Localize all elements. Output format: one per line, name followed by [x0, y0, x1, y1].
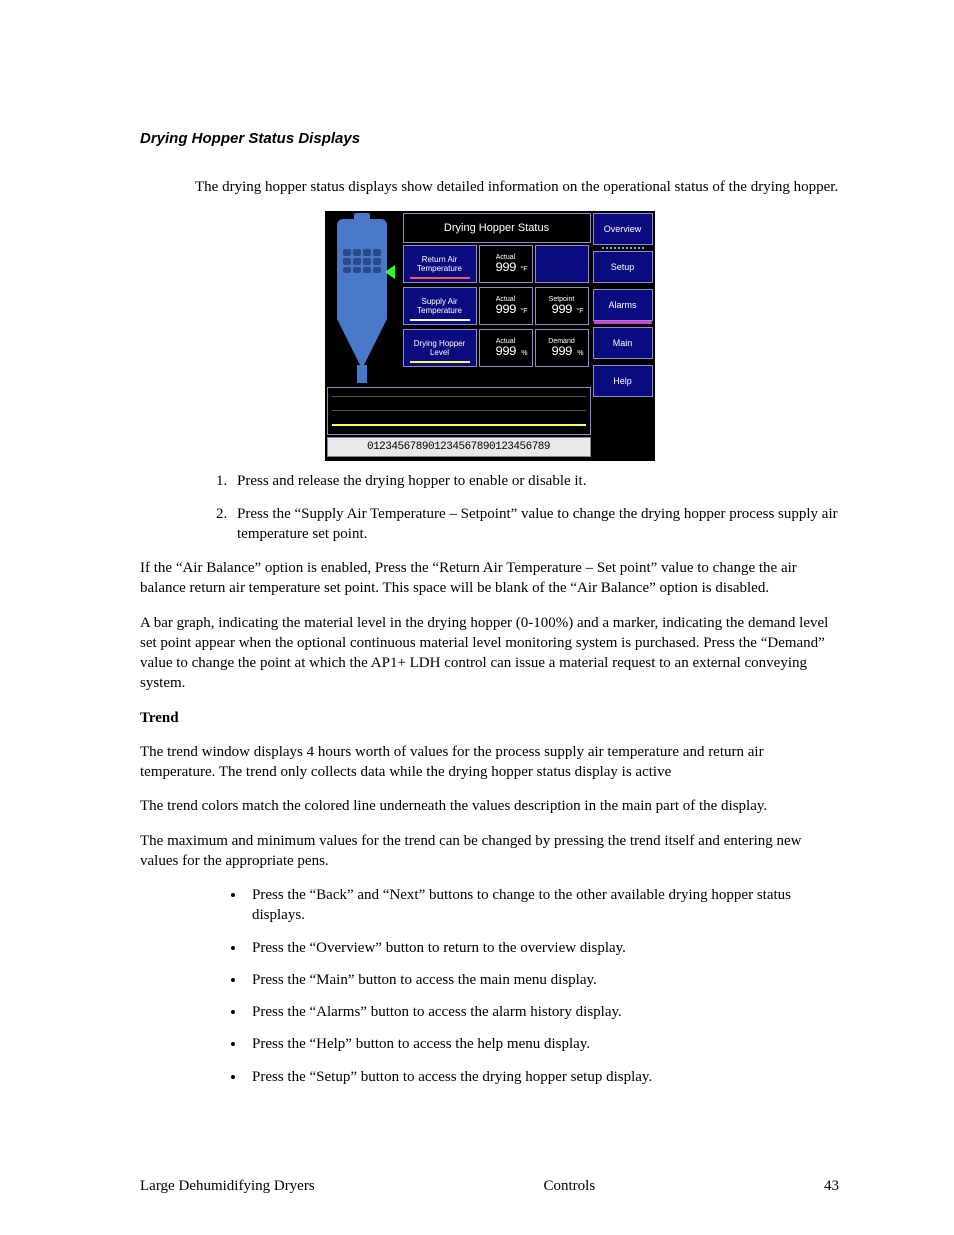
label-level: Drying Hopper Level — [403, 329, 477, 367]
main-button[interactable]: Main — [593, 327, 653, 359]
hmi-value-rows: Return Air Temperature Actual 999 °F Sup… — [403, 245, 589, 371]
hmi-row-level: Drying Hopper Level Actual 999 % Demand … — [403, 329, 589, 367]
level-demand[interactable]: Demand 999 % — [535, 329, 589, 367]
supply-air-setpoint[interactable]: Setpoint 999 °F — [535, 287, 589, 325]
setup-button[interactable]: Setup — [593, 251, 653, 283]
footer-right: 43 — [824, 1178, 839, 1195]
hmi-title: Drying Hopper Status — [403, 213, 591, 243]
hmi-screen: Drying Hopper Status Return Air Temperat… — [325, 211, 655, 461]
hmi-row-supply-air: Supply Air Temperature Actual 999 °F Set… — [403, 287, 589, 325]
list-item: Press and release the drying hopper to e… — [231, 471, 839, 491]
help-button[interactable]: Help — [593, 365, 653, 397]
list-item: Press the “Help” button to access the he… — [246, 1034, 839, 1054]
marker-icon — [385, 265, 395, 279]
list-item: Press the “Alarms” button to access the … — [246, 1002, 839, 1022]
return-air-actual[interactable]: Actual 999 °F — [479, 245, 533, 283]
nav-column: Overview Setup Alarms Main Help — [593, 213, 653, 397]
paragraph: The trend window displays 4 hours worth … — [140, 742, 839, 783]
footer-left: Large Dehumidifying Dryers — [140, 1178, 315, 1195]
alarms-button[interactable]: Alarms — [593, 289, 653, 321]
list-item: Press the “Back” and “Next” buttons to c… — [246, 885, 839, 926]
footer-center: Controls — [544, 1178, 596, 1195]
list-item: Press the “Supply Air Temperature – Setp… — [231, 504, 839, 545]
label-supply-air: Supply Air Temperature — [403, 287, 477, 325]
hopper-graphic[interactable] — [325, 211, 401, 391]
paragraph: The trend colors match the colored line … — [140, 796, 839, 816]
hmi-figure: Drying Hopper Status Return Air Temperat… — [140, 211, 839, 461]
trend-heading: Trend — [140, 708, 839, 728]
overview-button[interactable]: Overview — [593, 213, 653, 245]
list-item: Press the “Main” button to access the ma… — [246, 970, 839, 990]
hmi-row-return-air: Return Air Temperature Actual 999 °F — [403, 245, 589, 283]
numbered-list: Press and release the drying hopper to e… — [195, 471, 839, 544]
list-item: Press the “Setup” button to access the d… — [246, 1067, 839, 1087]
trend-time-scale: 012345678901234567890123456789 — [327, 437, 591, 457]
section-heading: Drying Hopper Status Displays — [140, 130, 839, 147]
intro-paragraph: The drying hopper status displays show d… — [195, 177, 839, 197]
page-footer: Large Dehumidifying Dryers Controls 43 — [140, 1178, 839, 1195]
paragraph: The maximum and minimum values for the t… — [140, 831, 839, 872]
list-item: Press the “Overview” button to return to… — [246, 938, 839, 958]
paragraph: If the “Air Balance” option is enabled, … — [140, 558, 839, 599]
bullet-list: Press the “Back” and “Next” buttons to c… — [210, 885, 839, 1087]
return-air-setpoint-blank — [535, 245, 589, 283]
level-actual[interactable]: Actual 999 % — [479, 329, 533, 367]
paragraph: A bar graph, indicating the material lev… — [140, 613, 839, 694]
supply-air-actual[interactable]: Actual 999 °F — [479, 287, 533, 325]
trend-chart[interactable] — [327, 387, 591, 435]
page: Drying Hopper Status Displays The drying… — [0, 0, 954, 1235]
label-return-air: Return Air Temperature — [403, 245, 477, 283]
